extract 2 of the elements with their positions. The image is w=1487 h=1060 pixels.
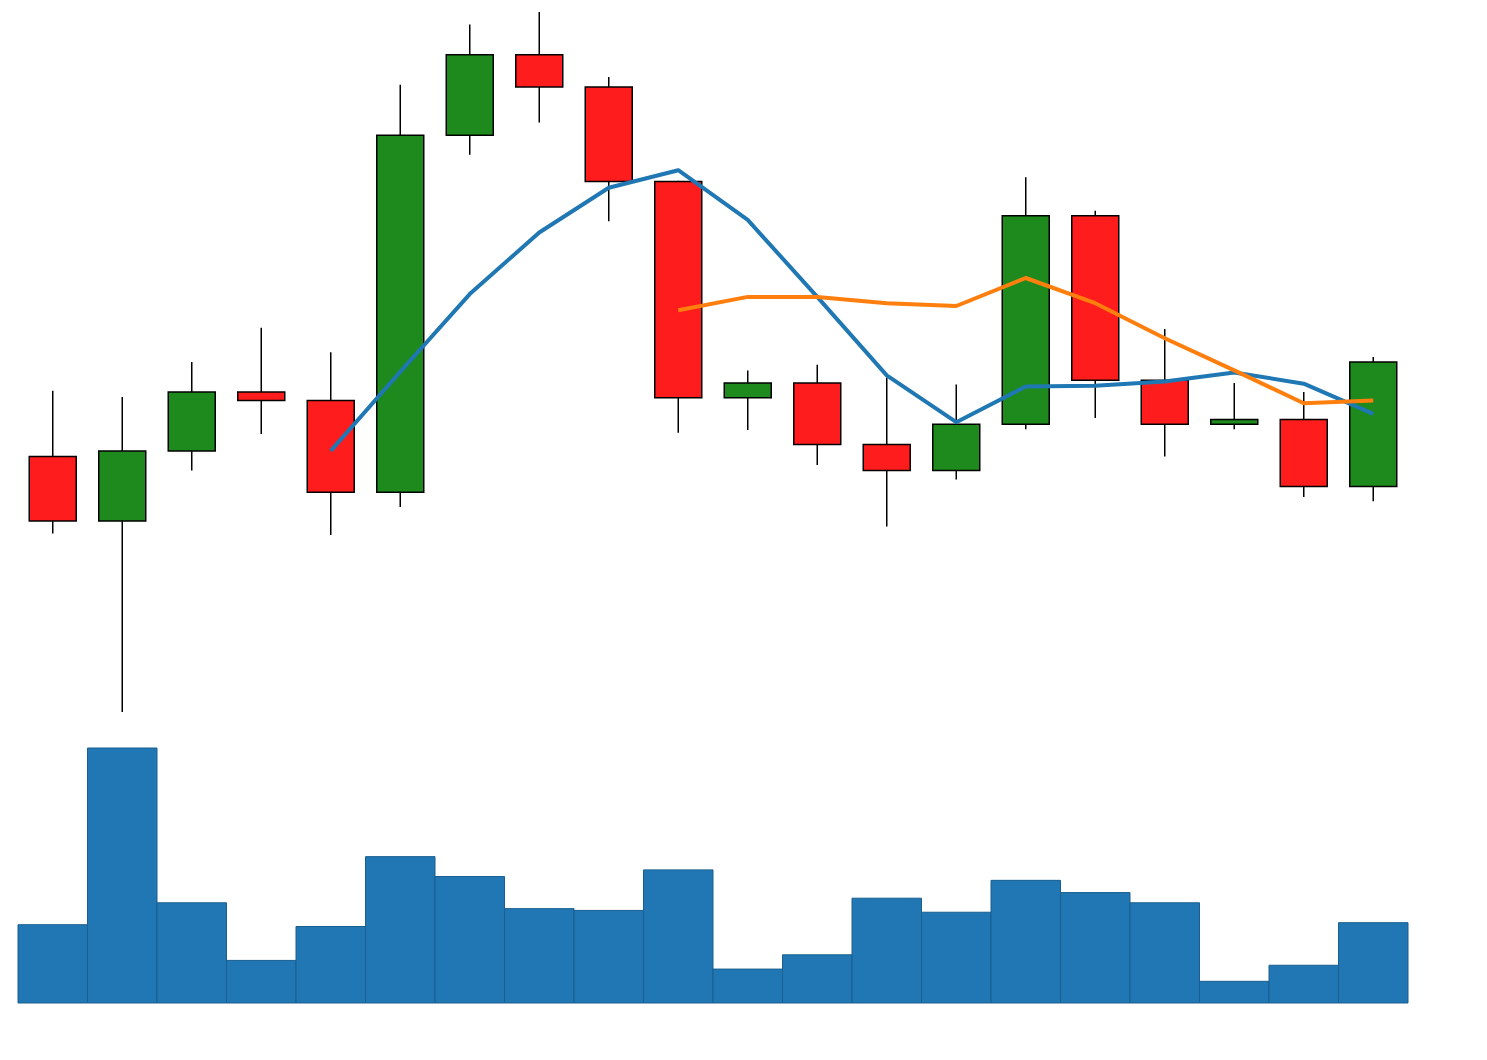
candlestick <box>237 326 286 435</box>
candlestick <box>1210 382 1259 430</box>
